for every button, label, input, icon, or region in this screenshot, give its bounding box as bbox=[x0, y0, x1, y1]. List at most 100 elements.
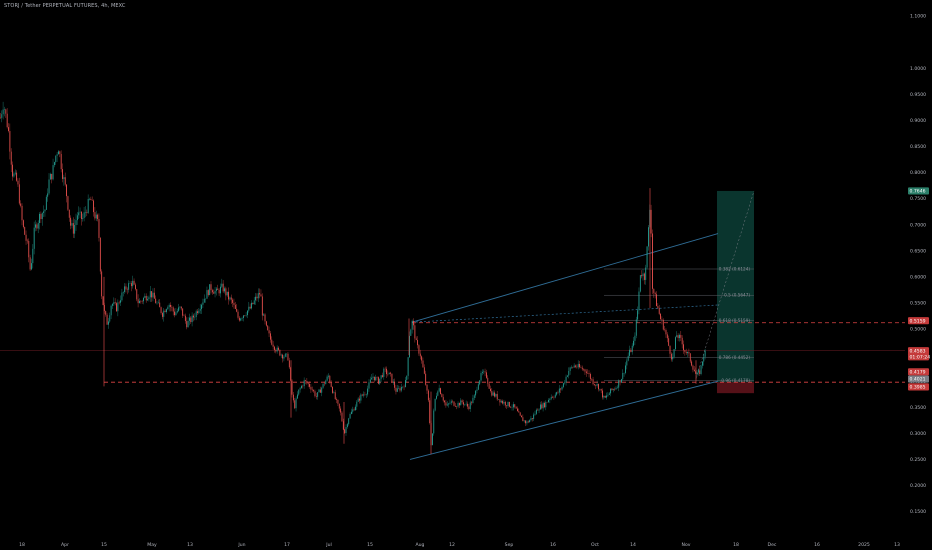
candle-body bbox=[598, 383, 599, 390]
candle-body bbox=[340, 408, 342, 413]
candle-body bbox=[637, 310, 639, 320]
candle-body bbox=[589, 374, 591, 379]
candle-body bbox=[21, 205, 23, 221]
candle-body bbox=[148, 297, 150, 300]
candle-body bbox=[554, 394, 556, 398]
candle-body bbox=[230, 297, 232, 300]
candle-body bbox=[691, 361, 693, 366]
price-badge-label: 0.4583 bbox=[910, 348, 926, 354]
candle-body bbox=[51, 173, 53, 180]
candle-body bbox=[542, 402, 544, 409]
candle-body bbox=[116, 303, 117, 312]
candle-body bbox=[25, 234, 27, 241]
candle-body bbox=[125, 286, 127, 290]
candle-body bbox=[160, 307, 162, 314]
candle-body bbox=[37, 222, 39, 229]
candle-body bbox=[288, 360, 290, 368]
candle-body bbox=[461, 400, 463, 403]
candle-body bbox=[581, 367, 583, 370]
candle-body bbox=[604, 395, 606, 398]
candle-body bbox=[40, 213, 42, 220]
candle-body bbox=[703, 356, 705, 362]
candle-body bbox=[669, 345, 671, 354]
candle-body bbox=[638, 291, 640, 311]
candle-body bbox=[31, 263, 32, 270]
axes: 1.1000 1.0000 0.9500 0.9000 0.8500 0.8000 0.75… bbox=[19, 14, 926, 548]
candle-body bbox=[180, 306, 182, 309]
candle-body bbox=[24, 227, 26, 235]
candle-body bbox=[450, 401, 452, 403]
candle-body bbox=[672, 356, 674, 360]
candle-body bbox=[423, 367, 425, 374]
candle-body bbox=[379, 378, 381, 384]
candle-body bbox=[695, 371, 697, 374]
candle-body bbox=[52, 165, 54, 180]
y-tick-label: 0.5000 bbox=[910, 327, 926, 333]
candle-body bbox=[438, 388, 440, 392]
candle-body bbox=[367, 388, 369, 395]
candle-body bbox=[249, 306, 251, 309]
x-tick-label: May bbox=[147, 542, 157, 548]
channel-mid-line bbox=[411, 304, 719, 323]
candle-body bbox=[167, 307, 169, 310]
candle-body bbox=[584, 369, 586, 372]
candle-body bbox=[619, 380, 621, 383]
candle-body bbox=[203, 298, 205, 303]
candle-body bbox=[602, 390, 603, 398]
candle-body bbox=[449, 402, 451, 404]
candle-body bbox=[207, 290, 209, 296]
candle-body bbox=[211, 290, 213, 293]
candle-body bbox=[643, 273, 645, 280]
candle-body bbox=[530, 418, 532, 421]
candle-body bbox=[429, 400, 431, 424]
candle-body bbox=[64, 177, 66, 185]
candle-body bbox=[641, 275, 643, 277]
candle-body bbox=[122, 292, 124, 293]
candle-body bbox=[336, 399, 337, 400]
candle-body bbox=[147, 299, 148, 301]
candle-body bbox=[5, 109, 7, 114]
candle-body bbox=[625, 365, 626, 373]
candle-body bbox=[702, 361, 703, 366]
candle-body bbox=[190, 317, 192, 323]
candle-body bbox=[476, 389, 478, 391]
price-badge-label: 0.4021 bbox=[910, 377, 926, 383]
candle-body bbox=[256, 296, 258, 299]
x-tick-label: 17 bbox=[284, 542, 290, 548]
candle-body bbox=[16, 172, 18, 181]
candle-body bbox=[307, 383, 309, 385]
candle-body bbox=[618, 380, 620, 388]
candle-body bbox=[117, 302, 119, 312]
candle-body bbox=[44, 209, 46, 212]
candle-body bbox=[310, 386, 312, 390]
candle-body bbox=[496, 394, 498, 400]
price-badge bbox=[908, 383, 929, 391]
candle-body bbox=[506, 405, 508, 407]
candle-body bbox=[646, 246, 648, 268]
candle-body bbox=[400, 387, 402, 391]
candle-body bbox=[679, 334, 680, 339]
candle-body bbox=[550, 396, 552, 399]
candle-body bbox=[136, 289, 138, 300]
candle-body bbox=[264, 314, 266, 322]
candle-body bbox=[292, 394, 294, 401]
candle-body bbox=[159, 302, 161, 308]
candle-body bbox=[313, 390, 315, 392]
candle-body bbox=[525, 420, 526, 424]
candle-body bbox=[98, 219, 100, 238]
candle-body bbox=[480, 373, 482, 381]
price-badge-label: 01:07:24 bbox=[910, 354, 931, 360]
candle-body bbox=[561, 386, 563, 390]
y-tick-label: 0.9000 bbox=[910, 118, 926, 124]
candle-body bbox=[224, 288, 225, 292]
candle-body bbox=[626, 360, 628, 366]
candle-body bbox=[290, 367, 292, 381]
candle-body bbox=[596, 383, 598, 386]
candle-body bbox=[357, 398, 359, 402]
candle-body bbox=[39, 213, 40, 223]
candle-body bbox=[326, 376, 328, 381]
candle-body bbox=[303, 380, 305, 387]
candle-body bbox=[222, 283, 224, 292]
candle-body bbox=[108, 321, 109, 325]
